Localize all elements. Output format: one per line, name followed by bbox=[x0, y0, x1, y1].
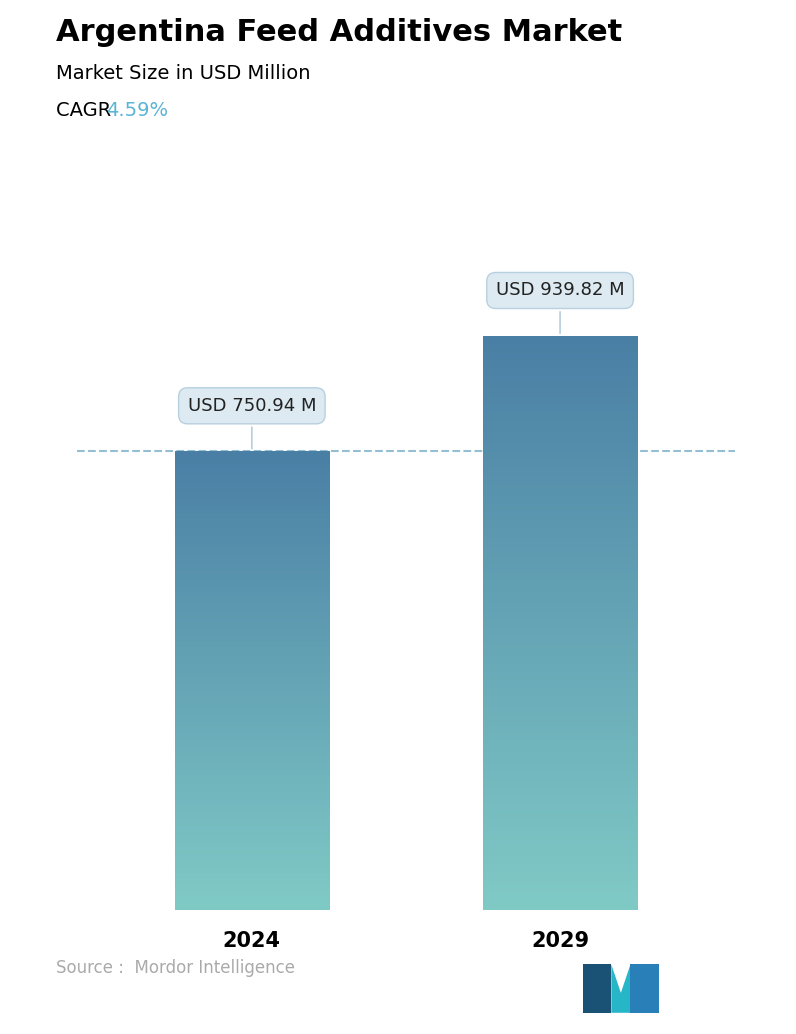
Text: USD 750.94 M: USD 750.94 M bbox=[188, 397, 316, 449]
Text: Source :  Mordor Intelligence: Source : Mordor Intelligence bbox=[56, 960, 295, 977]
Text: Market Size in USD Million: Market Size in USD Million bbox=[56, 64, 310, 83]
Text: CAGR: CAGR bbox=[56, 101, 117, 120]
Text: 4.59%: 4.59% bbox=[106, 101, 168, 120]
Polygon shape bbox=[583, 965, 611, 1013]
Text: Argentina Feed Additives Market: Argentina Feed Additives Market bbox=[56, 18, 622, 47]
Polygon shape bbox=[611, 965, 630, 1013]
Polygon shape bbox=[630, 965, 659, 1013]
Text: USD 939.82 M: USD 939.82 M bbox=[496, 281, 624, 333]
